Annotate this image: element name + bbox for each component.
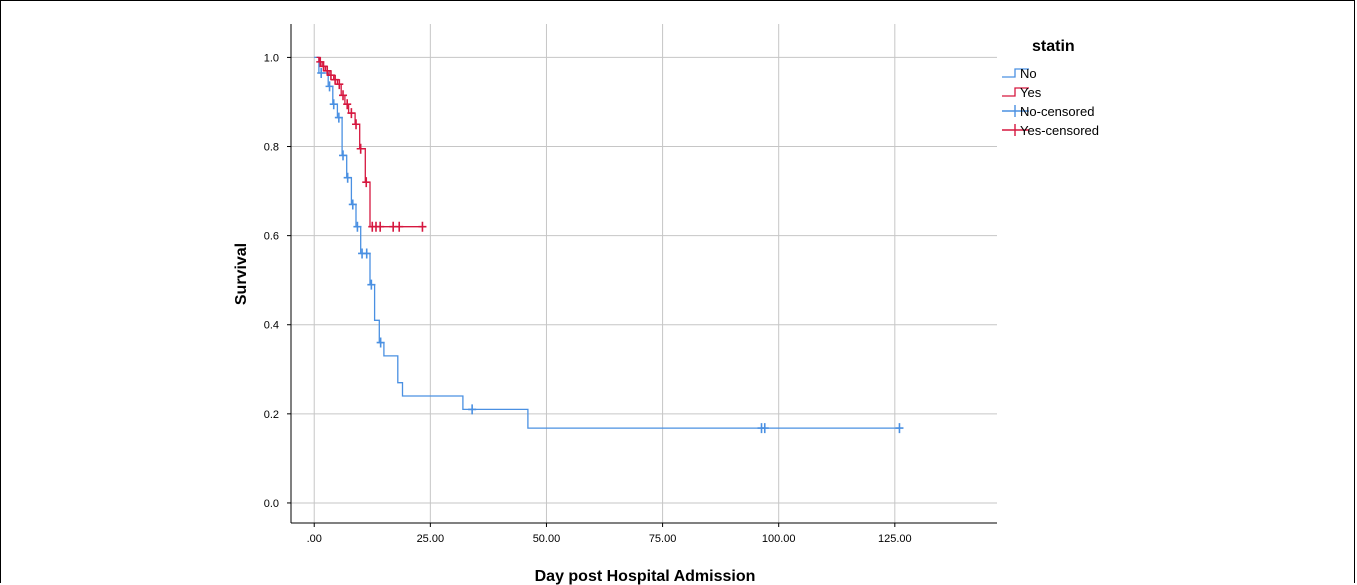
legend-label-3: Yes-censored [1020,123,1099,138]
x-tick-label-0: .00 [307,533,322,545]
y-axis-title: Survival [233,243,250,305]
censor-mark-yes-5 [335,79,344,90]
y-tick-label-2: 0.4 [264,320,279,332]
series-no [314,56,904,434]
y-tick-label-1: 0.2 [264,409,279,421]
censor-mark-no-6 [348,199,357,210]
series-line-yes [316,56,424,228]
x-tick-label-2: 50.00 [533,533,561,545]
x-tick-label-1: 25.00 [417,533,445,545]
x-tick-label-3: 75.00 [649,533,677,545]
censor-mark-no-0 [317,68,326,79]
y-tick-label-3: 0.6 [264,231,279,243]
censor-mark-yes-2 [323,65,332,76]
censor-mark-no-15 [895,423,904,434]
censor-mark-yes-8 [347,108,356,119]
censor-mark-no-5 [343,172,352,183]
x-tick-label-5: 125.00 [878,533,912,545]
censor-mark-yes-9 [352,119,361,130]
censor-mark-no-10 [367,279,376,290]
censor-mark-yes-4 [331,74,340,85]
legend-swatch-3 [1002,124,1029,136]
censor-mark-yes-10 [356,143,365,154]
censor-mark-no-2 [329,99,338,110]
x-tick-label-4: 100.00 [762,533,796,545]
grid-lines [291,24,997,523]
legend-label-2: No-censored [1020,104,1094,119]
legend-swatch-0 [1002,68,1029,78]
censor-mark-yes-11 [362,177,371,188]
censor-mark-yes-6 [339,90,348,101]
censor-mark-no-3 [334,112,343,123]
censor-mark-no-1 [325,81,334,92]
censor-mark-yes-14 [376,221,385,232]
axes [287,24,997,527]
censor-mark-yes-7 [343,99,352,110]
censor-mark-no-9 [362,248,371,259]
censor-mark-yes-16 [395,221,404,232]
series-yes [316,56,427,232]
censor-mark-yes-17 [418,221,427,232]
censor-mark-no-12 [468,404,477,415]
x-axis-title: Day post Hospital Admission [535,568,756,585]
censor-mark-yes-1 [319,61,328,72]
legend-swatch-2 [1002,105,1029,117]
legend-label-0: No [1020,66,1037,81]
censor-mark-no-7 [353,221,362,232]
legend-title: statin [1032,38,1075,55]
series-line-no [314,56,900,429]
censor-mark-no-11 [376,337,385,348]
y-tick-label-4: 0.8 [264,142,279,154]
legend: statin No Yes No-censored Yes-censored [1002,38,1099,138]
legend-swatch-1 [1002,87,1029,97]
tick-labels: 0.0 0.2 0.4 0.6 0.8 1.0 .00 25.00 50.00 75.00 100.… [264,52,912,545]
censor-mark-yes-3 [326,70,335,81]
legend-label-1: Yes [1020,85,1042,100]
series-layer [314,56,904,434]
censor-mark-no-14 [760,423,769,434]
y-tick-label-0: 0.0 [264,498,279,510]
y-tick-label-5: 1.0 [264,52,279,64]
censor-mark-no-4 [339,150,348,161]
